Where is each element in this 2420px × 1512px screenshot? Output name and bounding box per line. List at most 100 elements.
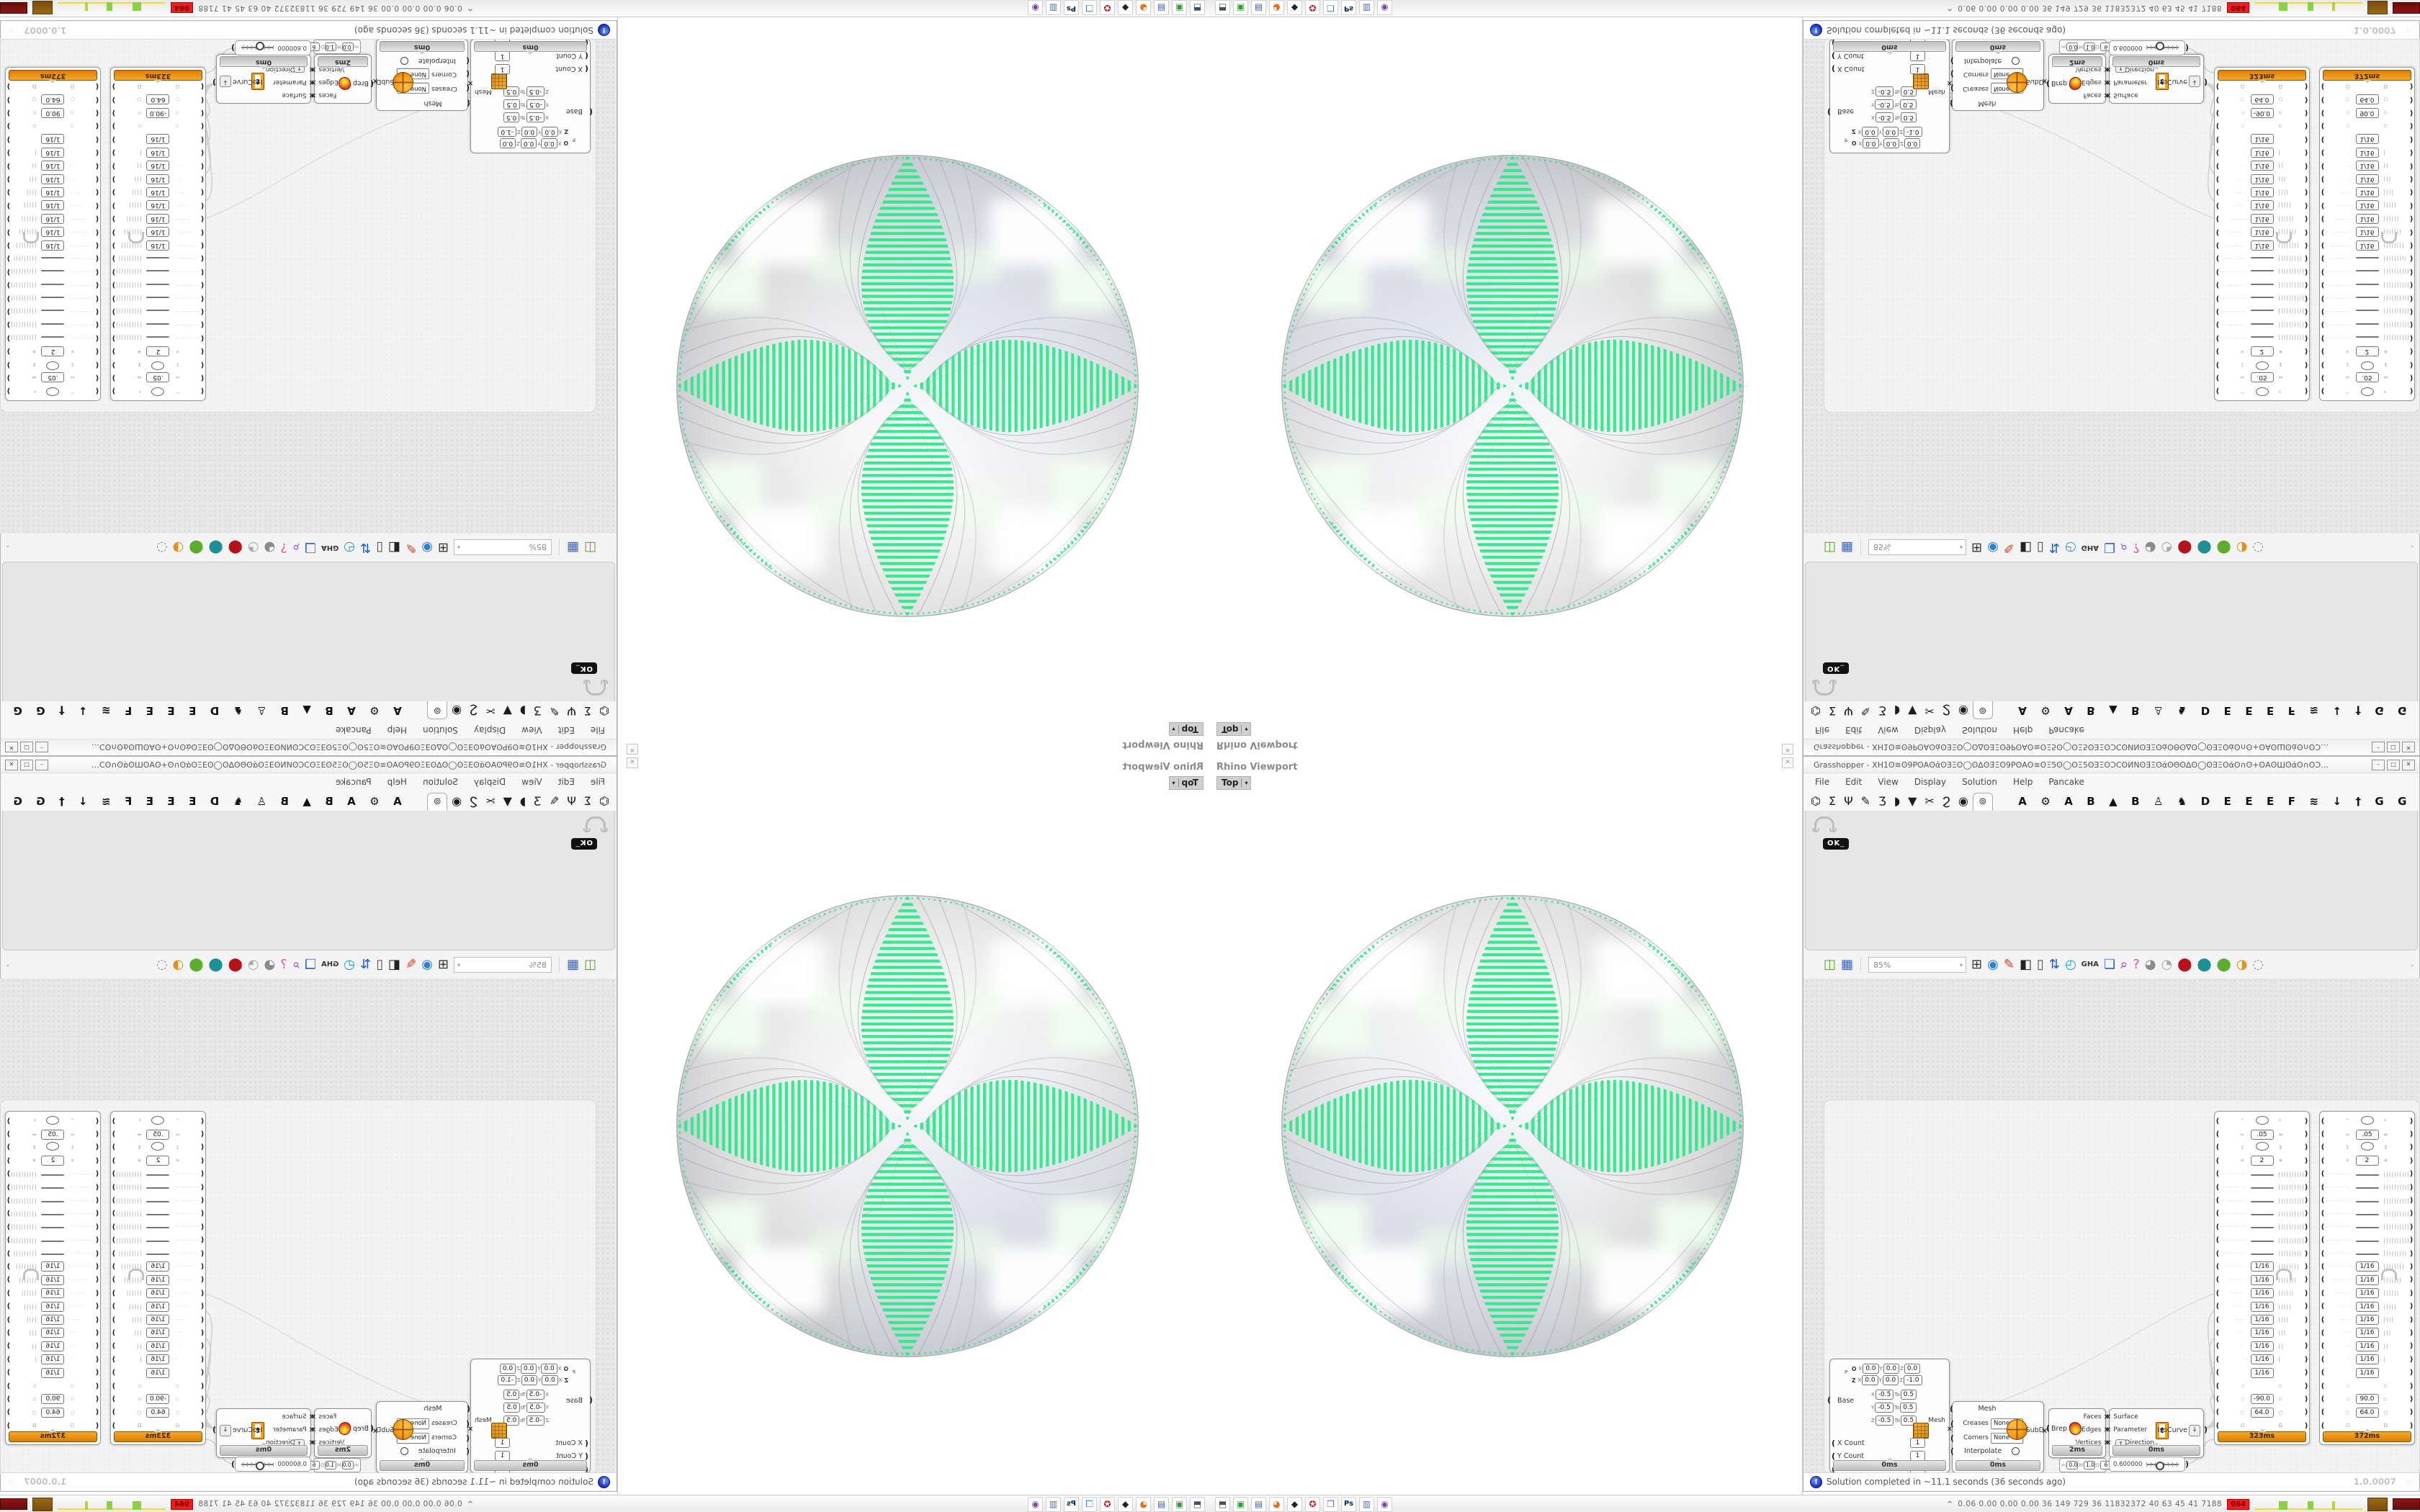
value-capsule[interactable]: 90.0 bbox=[2355, 107, 2379, 118]
domain-end-capsule[interactable]: 0.5 bbox=[1900, 99, 1917, 109]
input-grip[interactable]: ( bbox=[95, 161, 99, 170]
output-grip[interactable]: ) bbox=[2409, 254, 2414, 263]
input-grip[interactable]: ( bbox=[95, 254, 99, 263]
plugin-tab-11[interactable]: E bbox=[2267, 795, 2275, 808]
output-grip[interactable]: ) bbox=[6, 1369, 11, 1377]
gene-pool-component[interactable]: (^*)(⇔.05⇔)(↕↕)(✳2✳)(···············||||… bbox=[2319, 67, 2415, 401]
grasshopper-titlebar[interactable]: Grasshopper - XH1ʘ≋ʘ9PʘAʘάʘƎΞʘ◯ʘ∆ʘƎΞʘ9Pʘ… bbox=[1803, 739, 2419, 755]
value-capsule[interactable]: 1/16 bbox=[41, 134, 65, 145]
menu-file[interactable]: File bbox=[1815, 725, 1830, 735]
blob-soft-icon[interactable]: ◕ bbox=[264, 540, 276, 555]
output-grip[interactable]: ) bbox=[112, 294, 116, 302]
value-capsule[interactable]: 64.0 bbox=[146, 94, 170, 105]
domain-end-capsule[interactable]: 0.5 bbox=[503, 1403, 520, 1413]
value-capsule[interactable]: 1/16 bbox=[41, 147, 65, 158]
input-grip[interactable]: ( bbox=[95, 1170, 99, 1179]
input-grip[interactable]: ( bbox=[200, 161, 205, 170]
value-capsule[interactable]: 1/16 bbox=[146, 1315, 170, 1326]
bluegray-app-icon[interactable]: ▥ bbox=[1359, 0, 1374, 16]
value-capsule[interactable]: 1/16 bbox=[41, 1301, 65, 1312]
gene-pool-component[interactable]: (^*)(⇔.05⇔)(↕↕)(✳2✳)(···············||||… bbox=[2214, 1111, 2310, 1445]
output-grip[interactable]: ) bbox=[2409, 1197, 2414, 1205]
input-grip[interactable]: ( bbox=[2215, 1223, 2220, 1231]
value-capsule[interactable]: 0.0 bbox=[1863, 138, 1879, 148]
red-emblem-icon[interactable]: ✪ bbox=[1305, 1496, 1320, 1512]
plugin-tab-12[interactable]: F bbox=[2287, 704, 2295, 717]
value-capsule[interactable]: 1/16 bbox=[2355, 174, 2379, 184]
output-grip[interactable]: ) bbox=[2409, 148, 2414, 157]
input-grip[interactable]: ( bbox=[200, 1408, 205, 1417]
output-grip[interactable]: ) bbox=[2304, 215, 2308, 223]
value-capsule[interactable]: 0.0 bbox=[499, 1364, 516, 1374]
slider-rail[interactable] bbox=[241, 42, 274, 51]
output-grip[interactable]: ) bbox=[112, 241, 116, 250]
locate-component-icon[interactable]: ⇅ bbox=[2048, 957, 2060, 972]
interpolate-toggle[interactable] bbox=[2012, 1447, 2020, 1455]
setting-value[interactable]: 0.0 bbox=[341, 1461, 354, 1470]
value-capsule[interactable]: -1.0 bbox=[1903, 127, 1922, 137]
input-grip[interactable]: ( bbox=[2321, 1249, 2325, 1258]
output-grip[interactable]: ) bbox=[2409, 188, 2414, 197]
plugin-tab-5[interactable]: B bbox=[2131, 795, 2140, 808]
plugin-tab-8[interactable]: D bbox=[2200, 704, 2210, 717]
value-capsule[interactable] bbox=[146, 1227, 170, 1229]
tray-chevron-icon[interactable]: ^ bbox=[467, 1500, 474, 1508]
value-capsule[interactable] bbox=[2355, 1213, 2379, 1215]
plugin-tab-0[interactable]: A bbox=[2018, 704, 2027, 717]
ellipse-handle[interactable] bbox=[151, 1142, 165, 1151]
category-tab-4[interactable]: Ʒ bbox=[534, 794, 542, 808]
value-capsule[interactable]: 1/16 bbox=[41, 200, 65, 211]
mesh-box-component[interactable]: O X 0.0 Y 0.0 Z 0.0 Z X 0.0 Y 0.0 Z -1.0 P ( Base X -0… bbox=[1827, 1359, 1953, 1474]
domain-end-capsule[interactable]: 0.5 bbox=[1900, 112, 1917, 122]
output-grip[interactable]: ) bbox=[2304, 1117, 2308, 1125]
category-tab-0[interactable]: ⌬ bbox=[1811, 704, 1821, 718]
value-capsule[interactable]: 1/16 bbox=[41, 174, 65, 184]
domain-end-capsule[interactable]: 0.5 bbox=[1900, 1390, 1917, 1400]
value-capsule[interactable]: -1.0 bbox=[498, 127, 517, 137]
value-capsule[interactable]: 1/16 bbox=[41, 1274, 65, 1285]
input-grip[interactable]: ( bbox=[2215, 281, 2220, 289]
arch-component-icon[interactable] bbox=[1814, 681, 1834, 696]
output-grip[interactable]: ) bbox=[112, 82, 116, 91]
value-capsule[interactable]: 1/16 bbox=[146, 227, 170, 238]
input-grip[interactable]: ( bbox=[2215, 175, 2220, 184]
value-capsule[interactable]: 1/16 bbox=[41, 1288, 65, 1299]
output-grip[interactable]: ) bbox=[112, 1395, 116, 1403]
domain-end-capsule[interactable]: 0.5 bbox=[503, 1390, 520, 1400]
menu-view[interactable]: View bbox=[521, 725, 542, 735]
input-grip[interactable]: ( bbox=[2215, 1117, 2220, 1125]
category-tab-7[interactable]: ✂ bbox=[1924, 704, 1935, 718]
output-grip[interactable]: ) bbox=[2409, 1315, 2414, 1324]
value-capsule[interactable] bbox=[2355, 310, 2379, 312]
deconstruct-brep-component[interactable]: ( Brep Faces ✕ Edges ✕ Vertices ✕ 2ms bbox=[310, 54, 374, 104]
value-capsule[interactable]: 1/16 bbox=[146, 1274, 170, 1285]
menu-display[interactable]: Display bbox=[1914, 725, 1947, 735]
output-grip[interactable]: ) bbox=[6, 1197, 11, 1205]
input-grip[interactable]: ( bbox=[200, 281, 205, 289]
gene-pool-component[interactable]: (^*)(⇔.05⇔)(↕↕)(✳2✳)(···············||||… bbox=[2319, 1111, 2415, 1445]
output-grip[interactable]: ) bbox=[2304, 241, 2308, 250]
interpolate-toggle[interactable] bbox=[400, 1447, 408, 1455]
find-icon[interactable]: ⌕ bbox=[292, 540, 300, 555]
value-capsule[interactable]: 2 bbox=[41, 346, 65, 356]
input-grip[interactable]: ✕ bbox=[2105, 1413, 2112, 1421]
category-tab-3[interactable]: ✎ bbox=[549, 794, 560, 808]
input-grip[interactable]: ( bbox=[95, 1197, 99, 1205]
value-capsule[interactable]: 64.0 bbox=[2250, 94, 2274, 105]
menu-view[interactable]: View bbox=[1878, 777, 1899, 787]
output-grip[interactable]: ) bbox=[2409, 1328, 2414, 1337]
menu-edit[interactable]: Edit bbox=[1845, 725, 1863, 735]
firefox-icon[interactable]: ◕ bbox=[1269, 0, 1284, 16]
output-grip[interactable]: ) bbox=[2409, 1183, 2414, 1192]
save-file-icon[interactable]: ▦ bbox=[566, 540, 579, 555]
value-capsule[interactable]: 1/16 bbox=[2250, 1367, 2274, 1378]
input-grip[interactable]: ( bbox=[200, 1289, 205, 1297]
category-tab-1[interactable]: Σ bbox=[583, 794, 592, 808]
value-capsule[interactable]: 1/16 bbox=[2250, 134, 2274, 145]
preview-eye-icon[interactable]: ◉ bbox=[1987, 540, 1999, 555]
input-grip[interactable]: ( bbox=[2321, 294, 2325, 302]
input-grip[interactable]: ( bbox=[200, 148, 205, 157]
category-tab-5[interactable]: ◗ bbox=[519, 794, 526, 808]
output-grip[interactable]: ) bbox=[6, 228, 11, 236]
input-grip[interactable]: ( bbox=[2321, 307, 2325, 315]
